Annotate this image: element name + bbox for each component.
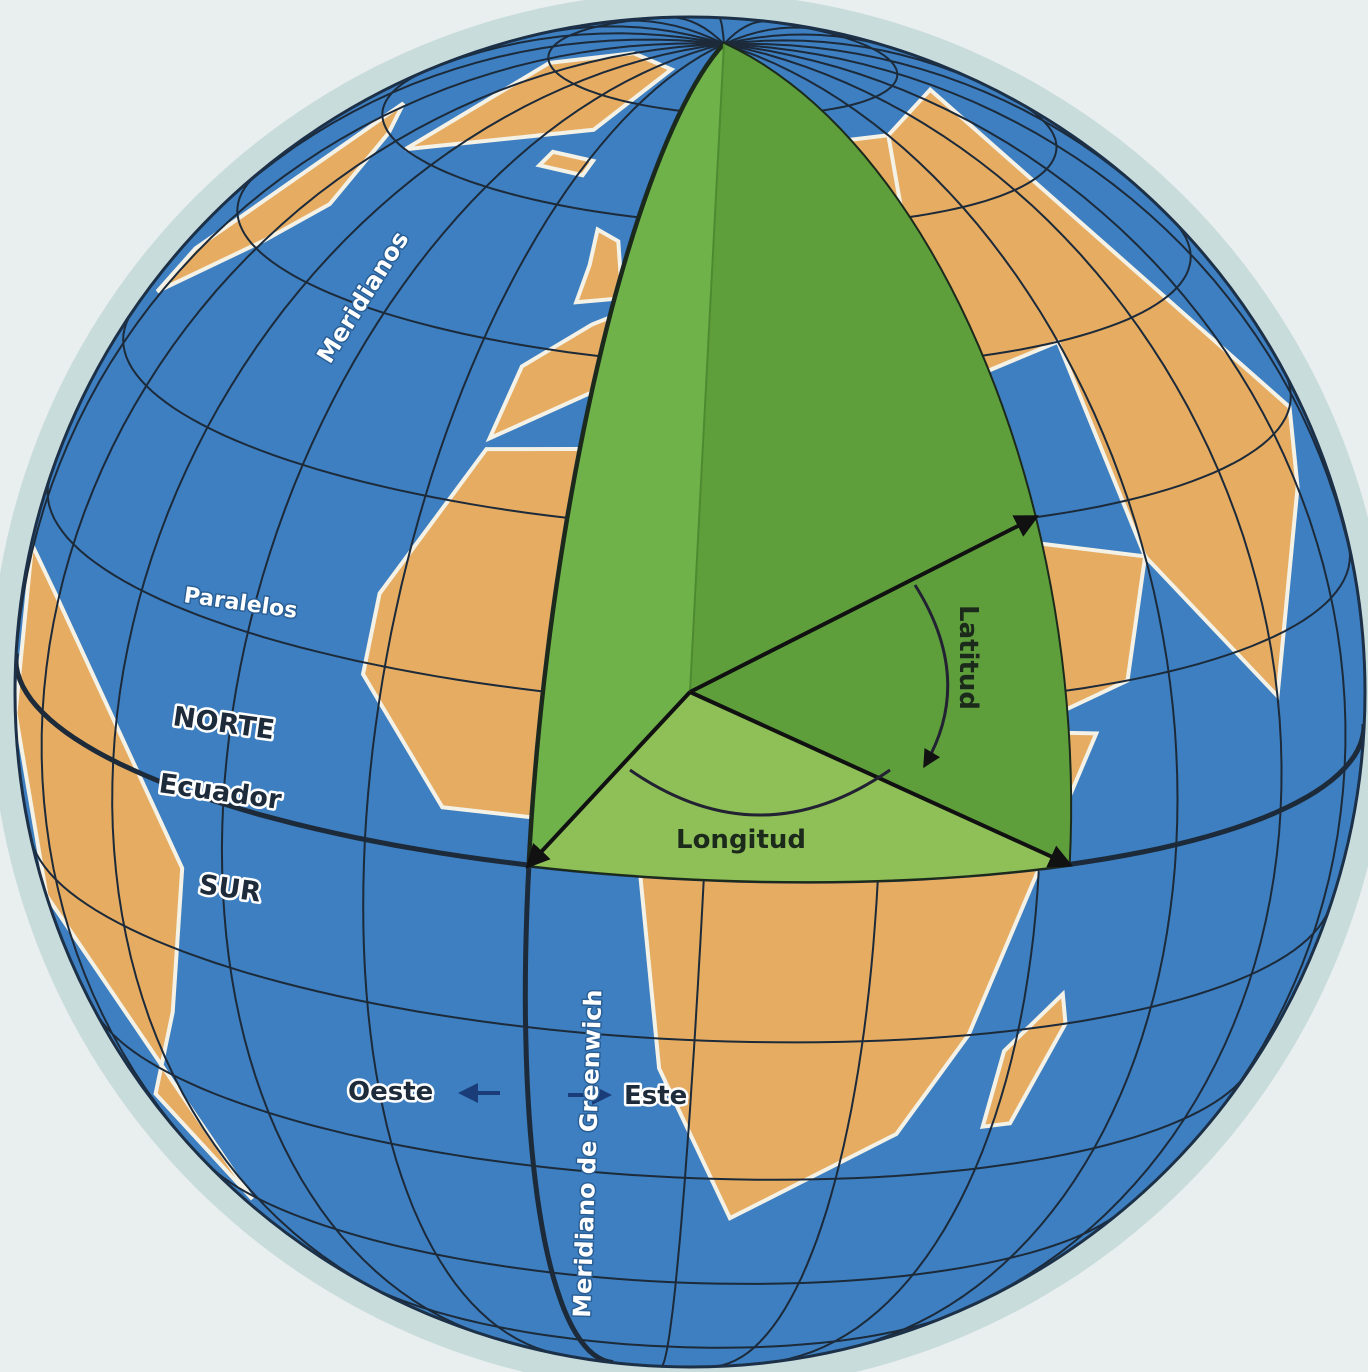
axis-edge xyxy=(689,43,725,693)
longitud-label: Longitud xyxy=(676,825,806,855)
meridian xyxy=(40,43,725,1189)
radius-arrow xyxy=(525,690,692,869)
parallel xyxy=(363,1281,954,1349)
parallel xyxy=(94,1010,1250,1181)
latitude-arc xyxy=(913,584,950,769)
meridian xyxy=(111,43,725,1298)
meridian xyxy=(15,42,725,777)
landmass xyxy=(535,149,597,178)
sur-label: SUR xyxy=(197,869,263,908)
parallel xyxy=(30,841,1330,1044)
meridian xyxy=(723,43,1179,1351)
parallel xyxy=(203,1159,1126,1285)
equatorial-plane xyxy=(528,692,1069,882)
meridian xyxy=(220,43,725,1341)
wedge-inner-face xyxy=(690,44,1071,865)
longitude-arc xyxy=(629,768,891,817)
globe-outline xyxy=(13,15,1367,1369)
landmass xyxy=(15,537,255,1201)
latitud-label: Latitud xyxy=(953,605,983,710)
oeste-label: Oeste xyxy=(348,1077,433,1107)
radius-arrow xyxy=(689,515,1040,694)
este-label: Este xyxy=(624,1081,687,1111)
landmass xyxy=(404,51,676,152)
meridian xyxy=(723,43,1347,1168)
cutaway-wedge xyxy=(525,41,1074,884)
